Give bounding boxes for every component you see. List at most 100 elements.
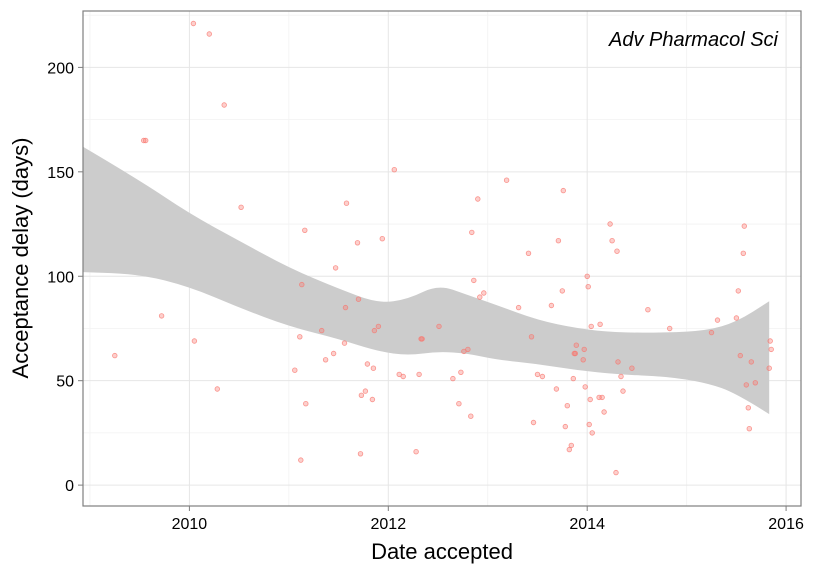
data-point xyxy=(645,307,651,313)
data-point xyxy=(539,373,546,380)
data-point xyxy=(708,329,715,336)
data-point xyxy=(214,386,220,392)
data-point xyxy=(303,401,309,407)
data-point xyxy=(752,380,758,386)
data-point xyxy=(735,288,741,294)
data-point xyxy=(503,177,510,183)
data-point xyxy=(599,394,605,401)
data-point xyxy=(580,357,586,363)
data-point xyxy=(740,250,746,256)
data-point xyxy=(469,229,475,236)
data-point xyxy=(362,388,369,394)
data-point xyxy=(354,240,361,246)
confidence-band xyxy=(83,146,770,415)
data-point xyxy=(190,20,197,27)
data-point xyxy=(618,373,624,380)
data-point xyxy=(475,196,481,202)
data-point xyxy=(355,296,362,302)
data-point xyxy=(357,451,364,457)
x-tick-label: 2014 xyxy=(569,516,605,533)
data-point xyxy=(396,371,402,378)
y-tick-label: 150 xyxy=(47,165,74,182)
data-point xyxy=(613,469,619,476)
data-point xyxy=(745,405,751,411)
x-tick-label: 2016 xyxy=(768,516,804,533)
data-point xyxy=(364,361,371,367)
data-point xyxy=(299,281,305,288)
data-point xyxy=(343,200,350,206)
data-point xyxy=(607,221,613,227)
data-point xyxy=(370,365,377,371)
data-point xyxy=(515,304,522,311)
data-point xyxy=(534,371,541,378)
y-axis-title: Acceptance delay (days) xyxy=(8,138,33,379)
data-point xyxy=(342,304,349,311)
data-point xyxy=(746,426,752,432)
data-point xyxy=(748,359,754,365)
data-point xyxy=(564,403,570,409)
data-point xyxy=(530,419,537,426)
data-point xyxy=(584,273,590,279)
data-point xyxy=(620,388,626,394)
data-point xyxy=(465,346,471,353)
x-axis-ticks: 2010 2012 2014 2016 xyxy=(172,506,804,533)
data-point xyxy=(206,31,212,37)
data-point xyxy=(741,223,747,229)
data-point xyxy=(714,317,721,323)
data-point xyxy=(238,204,244,210)
data-point xyxy=(737,352,743,359)
data-point xyxy=(548,302,555,309)
x-tick-label: 2010 xyxy=(172,516,208,533)
data-point xyxy=(601,409,607,415)
data-point xyxy=(767,338,773,344)
x-tick-label: 2012 xyxy=(371,516,407,533)
data-point xyxy=(582,384,588,390)
data-point xyxy=(471,277,477,284)
data-point xyxy=(330,350,337,357)
x-axis-title: Date accepted xyxy=(371,539,513,564)
data-point xyxy=(297,334,303,340)
data-point xyxy=(570,375,576,382)
data-point xyxy=(142,137,149,144)
data-point xyxy=(379,235,385,242)
y-tick-label: 50 xyxy=(56,374,74,391)
data-point xyxy=(586,421,592,428)
data-point xyxy=(528,334,535,340)
data-point xyxy=(112,352,118,359)
plot-border xyxy=(82,10,802,507)
data-point xyxy=(468,413,474,419)
data-point xyxy=(733,315,740,321)
data-point xyxy=(614,248,620,254)
data-point xyxy=(302,227,308,233)
data-point xyxy=(562,423,568,430)
data-point xyxy=(768,346,774,353)
data-point xyxy=(158,313,165,319)
data-point xyxy=(581,346,587,353)
data-point xyxy=(413,449,419,455)
data-point xyxy=(292,367,298,373)
data-point xyxy=(456,401,462,407)
data-point xyxy=(400,373,406,380)
data-point xyxy=(322,357,329,363)
data-point xyxy=(585,284,591,290)
data-point xyxy=(191,338,198,344)
journal-annotation: Adv Pharmacol Sci xyxy=(608,29,779,51)
data-point xyxy=(436,323,442,330)
data-point xyxy=(221,102,227,108)
y-tick-label: 200 xyxy=(47,60,74,77)
data-point xyxy=(369,396,376,403)
data-point xyxy=(573,342,579,348)
data-point xyxy=(615,359,621,365)
data-point xyxy=(629,365,635,371)
data-point xyxy=(358,392,365,398)
data-point xyxy=(743,382,749,388)
data-point xyxy=(477,294,483,300)
data-point xyxy=(341,340,348,346)
data-point xyxy=(589,430,595,436)
data-point xyxy=(609,237,615,244)
data-point xyxy=(371,327,378,334)
data-point xyxy=(597,321,603,327)
data-point xyxy=(319,327,325,334)
y-tick-label: 0 xyxy=(65,478,74,495)
